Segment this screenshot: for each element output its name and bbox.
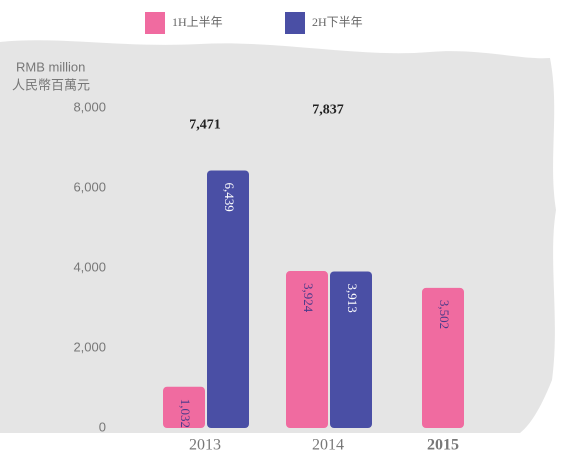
y-axis-label: RMB million bbox=[16, 59, 85, 74]
legend-label: 2H下半年 bbox=[312, 15, 363, 29]
bar bbox=[422, 287, 464, 428]
value-label: 3,913 bbox=[345, 283, 360, 312]
value-label: 3,502 bbox=[437, 300, 452, 329]
legend-swatch bbox=[285, 12, 305, 34]
y-tick-label: 4,000 bbox=[73, 259, 106, 274]
y-tick-label: 2,000 bbox=[73, 339, 106, 354]
value-label: 3,924 bbox=[301, 283, 316, 313]
value-label: 6,439 bbox=[222, 182, 237, 211]
bar bbox=[330, 271, 372, 428]
y-axis-label: 人民幣百萬元 bbox=[12, 77, 90, 92]
y-tick-label: 8,000 bbox=[73, 99, 106, 114]
total-label: 7,837 bbox=[312, 103, 344, 118]
x-tick-label: 2015 bbox=[427, 437, 459, 453]
bar bbox=[286, 271, 328, 428]
value-label: 1,032 bbox=[178, 399, 193, 428]
paint-background bbox=[0, 40, 556, 433]
bar bbox=[207, 170, 249, 428]
bar bbox=[163, 386, 205, 428]
legend-label: 1H上半年 bbox=[172, 15, 223, 29]
x-tick-label: 2014 bbox=[312, 437, 344, 453]
legend-swatch bbox=[145, 12, 165, 34]
total-label: 7,471 bbox=[189, 117, 221, 132]
x-tick-label: 2013 bbox=[189, 437, 221, 453]
y-tick-label: 6,000 bbox=[73, 179, 106, 194]
y-tick-label: 0 bbox=[99, 419, 106, 434]
